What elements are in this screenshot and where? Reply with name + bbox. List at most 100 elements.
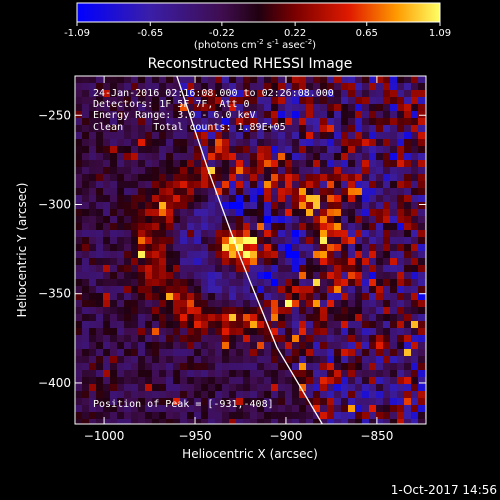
heatmap-cell	[229, 111, 236, 118]
heatmap-cell	[334, 174, 341, 181]
heatmap-cell	[250, 160, 257, 167]
heatmap-cell	[299, 412, 306, 419]
heatmap-cell	[82, 216, 89, 223]
heatmap-cell	[320, 83, 327, 90]
heatmap-cell	[306, 195, 313, 202]
heatmap-cell	[117, 230, 124, 237]
heatmap-cell	[264, 293, 271, 300]
heatmap-cell	[222, 202, 229, 209]
heatmap-cell	[75, 363, 82, 370]
heatmap-cell	[243, 405, 250, 412]
heatmap-cell	[292, 111, 299, 118]
heatmap-cell	[348, 97, 355, 104]
heatmap-cell	[187, 167, 194, 174]
heatmap-cell	[110, 384, 117, 391]
heatmap-cell	[271, 195, 278, 202]
heatmap-cell	[383, 370, 390, 377]
heatmap-cell	[250, 76, 257, 83]
heatmap-cell	[320, 160, 327, 167]
heatmap-cell	[180, 279, 187, 286]
heatmap-cell	[243, 307, 250, 314]
heatmap-cell	[194, 342, 201, 349]
heatmap-cell	[180, 90, 187, 97]
heatmap-cell	[124, 118, 131, 125]
heatmap-cell	[138, 104, 145, 111]
heatmap-cell	[383, 405, 390, 412]
heatmap-cell	[362, 83, 369, 90]
heatmap-cell	[250, 251, 257, 258]
heatmap-cell	[411, 321, 418, 328]
heatmap-cell	[299, 272, 306, 279]
heatmap-cell	[117, 286, 124, 293]
heatmap-cell	[404, 223, 411, 230]
heatmap-cell	[369, 195, 376, 202]
heatmap-cell	[418, 307, 425, 314]
heatmap-cell	[404, 391, 411, 398]
heatmap-cell	[124, 181, 131, 188]
heatmap-cell	[215, 139, 222, 146]
heatmap-cell	[187, 181, 194, 188]
heatmap-cell	[411, 398, 418, 405]
heatmap-cell	[411, 328, 418, 335]
heatmap-cell	[222, 377, 229, 384]
heatmap-cell	[376, 321, 383, 328]
heatmap-cell	[124, 237, 131, 244]
heatmap-cell	[236, 153, 243, 160]
heatmap-cell	[236, 146, 243, 153]
heatmap-cell	[117, 237, 124, 244]
heatmap-cell	[334, 307, 341, 314]
heatmap-cell	[138, 258, 145, 265]
heatmap-cell	[131, 265, 138, 272]
heatmap-cell	[418, 237, 425, 244]
heatmap-cell	[320, 370, 327, 377]
heatmap-cell	[187, 293, 194, 300]
heatmap-cell	[404, 342, 411, 349]
heatmap-cell	[271, 188, 278, 195]
heatmap-cell	[348, 181, 355, 188]
heatmap-cell	[404, 160, 411, 167]
heatmap-cell	[89, 279, 96, 286]
heatmap-cell	[264, 363, 271, 370]
heatmap-cell	[411, 307, 418, 314]
heatmap-cell	[166, 307, 173, 314]
heatmap-cell	[75, 300, 82, 307]
heatmap-cell	[145, 132, 152, 139]
heatmap-cell	[292, 398, 299, 405]
heatmap-cell	[348, 265, 355, 272]
heatmap-cell	[299, 104, 306, 111]
heatmap-cell	[397, 230, 404, 237]
heatmap-cell	[243, 279, 250, 286]
heatmap-cell	[257, 111, 264, 118]
heatmap-cell	[250, 202, 257, 209]
heatmap-cell	[222, 342, 229, 349]
heatmap-cell	[369, 153, 376, 160]
heatmap-cell	[278, 251, 285, 258]
heatmap-cell	[229, 265, 236, 272]
heatmap-cell	[383, 349, 390, 356]
heatmap-cell	[306, 384, 313, 391]
heatmap-cell	[145, 286, 152, 293]
heatmap-cell	[194, 349, 201, 356]
heatmap-cell	[243, 356, 250, 363]
heatmap-cell	[110, 76, 117, 83]
heatmap-cell	[369, 139, 376, 146]
heatmap-cell	[89, 398, 96, 405]
heatmap-cell	[229, 258, 236, 265]
heatmap-cell	[355, 97, 362, 104]
heatmap-cell	[201, 174, 208, 181]
heatmap-cell	[229, 405, 236, 412]
heatmap-cell	[124, 139, 131, 146]
heatmap-cell	[404, 405, 411, 412]
heatmap-cell	[187, 83, 194, 90]
heatmap-cell	[75, 146, 82, 153]
heatmap-cell	[418, 377, 425, 384]
heatmap-cell	[145, 160, 152, 167]
heatmap-cell	[348, 230, 355, 237]
heatmap-cell	[341, 398, 348, 405]
heatmap-cell	[131, 370, 138, 377]
heatmap-cell	[208, 244, 215, 251]
heatmap-cell	[348, 223, 355, 230]
heatmap-cell	[376, 370, 383, 377]
heatmap-cell	[215, 293, 222, 300]
